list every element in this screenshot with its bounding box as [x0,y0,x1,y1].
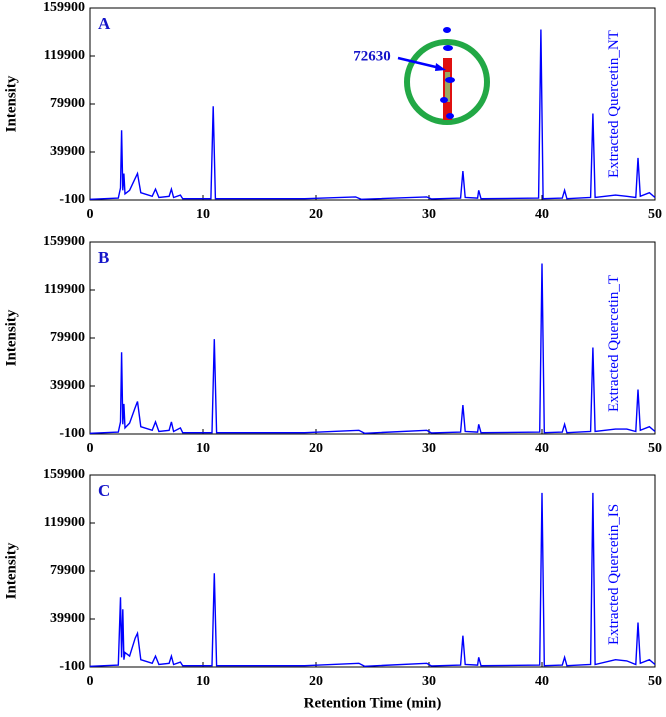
x-tick-label: 10 [196,207,210,222]
plot-frame [89,474,656,668]
bar-icon-inner [445,72,450,102]
panel-label: C [98,481,110,500]
arrow-head [435,63,446,71]
x-tick-label: 10 [196,674,210,689]
y-tick-label: 79900 [50,96,85,111]
y-axis-label: Intensity [3,309,19,366]
series-label: Extracted Quercetin_NT [606,30,622,178]
y-tick-label: -100 [59,659,85,674]
panel-label: A [98,14,111,33]
arrow-line [397,56,441,70]
y-tick-label: 119900 [44,282,85,297]
y-tick-label: -100 [59,426,85,441]
x-tick-label: 20 [309,674,323,689]
x-tick-label: 40 [535,441,549,456]
x-tick-label: 50 [648,207,662,222]
series-label: Extracted Quercetin_T [606,275,622,412]
blob [446,113,454,119]
x-tick-label: 0 [87,441,94,456]
x-tick-label: 20 [309,441,323,456]
blob [443,45,453,51]
line-series [89,263,656,435]
x-tick-label: 40 [535,674,549,689]
panel-label: B [98,248,109,267]
x-tick-label: 50 [648,441,662,456]
x-tick-label: 30 [422,207,436,222]
y-tick-label: 39900 [50,611,85,626]
y-tick-label: 119900 [44,48,85,63]
annotation: 72630 [353,48,391,64]
y-tick-label: 119900 [44,515,85,530]
x-tick-label: 0 [87,674,94,689]
blob [440,97,448,103]
x-tick-label: 10 [196,441,210,456]
y-tick-label: 79900 [50,563,85,578]
y-tick-label: 39900 [50,144,85,159]
circle-icon [404,39,490,125]
series-label: Extracted Quercetin_IS [606,504,622,645]
line-series [89,29,656,201]
plot-frame [89,241,656,435]
x-axis-label: Retention Time (min) [304,695,442,711]
x-tick-label: 30 [422,441,436,456]
y-tick-label: 159900 [43,234,85,249]
y-tick-label: 159900 [43,467,85,482]
annotation-icon: 72630 [353,27,490,125]
x-tick-label: 40 [535,207,549,222]
blob [445,77,455,83]
y-tick-label: -100 [59,192,85,207]
x-tick-label: 30 [422,674,436,689]
x-tick-label: 50 [648,674,662,689]
line-series [89,492,656,668]
y-axis-label: Intensity [3,542,19,599]
plot-frame [89,7,656,201]
y-tick-label: 79900 [50,330,85,345]
y-tick-label: 159900 [43,0,85,15]
y-tick-label: 39900 [50,378,85,393]
x-tick-label: 20 [309,207,323,222]
y-axis-label: Intensity [3,75,19,132]
x-tick-label: 0 [87,207,94,222]
blob [443,27,451,33]
